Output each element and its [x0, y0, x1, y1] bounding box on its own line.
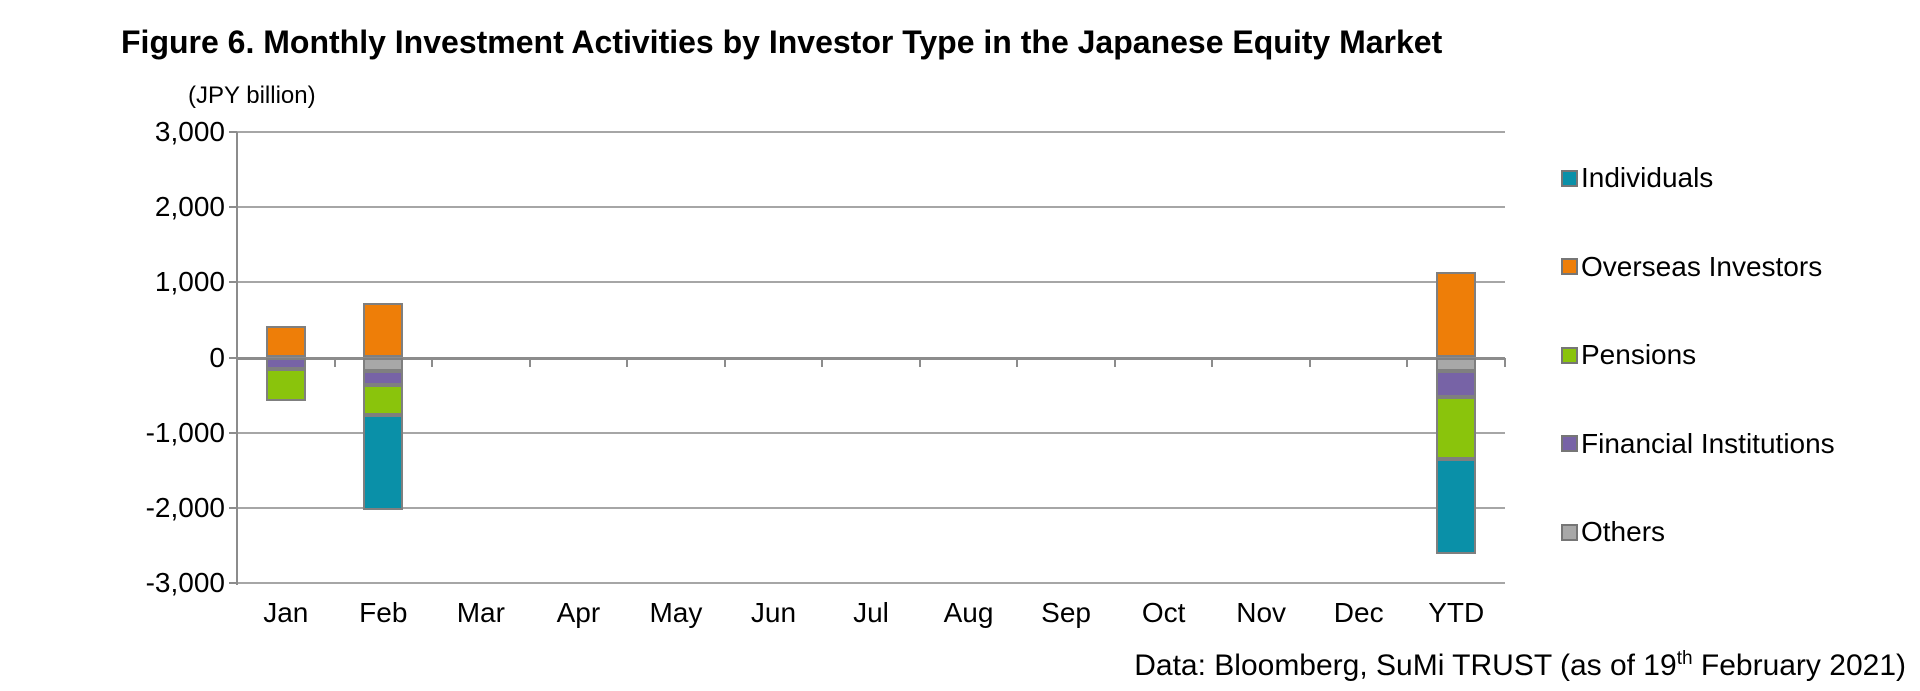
x-axis-label: Nov	[1236, 597, 1287, 628]
x-axis-tick	[1113, 357, 1116, 367]
legend-item-pensions: Pensions	[1561, 339, 1835, 371]
x-axis-tick	[1016, 357, 1019, 367]
y-axis-tick	[229, 431, 237, 434]
gridline	[237, 206, 1505, 209]
bar-segment-overseas-investors	[265, 325, 306, 358]
bar-segment-financial-institutions	[1436, 371, 1477, 397]
y-axis-label: 2,000	[154, 191, 225, 223]
x-axis-label: Jul	[853, 597, 889, 628]
bar-segment-individuals	[363, 415, 404, 511]
y-axis-label: 3,000	[154, 116, 225, 147]
gridline	[237, 582, 1505, 584]
y-axis-tick	[229, 206, 237, 209]
x-axis-tick	[1406, 357, 1409, 367]
x-axis-tick	[333, 357, 336, 367]
y-axis-label: -2,000	[145, 491, 225, 523]
legend-item-individuals: Individuals	[1561, 162, 1835, 194]
gridline	[237, 281, 1505, 284]
x-axis-label: Feb	[359, 597, 408, 628]
bar-segment-pensions	[363, 385, 404, 416]
legend-label: Individuals	[1581, 162, 1714, 193]
gridline	[237, 431, 1505, 434]
source-note: Data: Bloomberg, SuMi TRUST (as of 19th …	[1134, 648, 1906, 683]
y-axis-label: -3,000	[145, 567, 225, 598]
legend-item-overseas-investors: Overseas Investors	[1561, 251, 1835, 283]
bar-segment-pensions	[1436, 396, 1477, 459]
y-axis-unit-label: (JPY billion)	[188, 82, 316, 109]
x-axis-tick	[1211, 357, 1214, 367]
x-axis-label: Jun	[750, 597, 797, 628]
y-axis-tick	[229, 582, 237, 584]
legend-item-others: Others	[1561, 516, 1835, 548]
x-axis-tick	[918, 357, 921, 367]
legend-label: Others	[1581, 516, 1666, 547]
bar-segment-financial-institutions	[363, 371, 404, 386]
x-axis-tick	[821, 357, 824, 367]
zero-gridline	[237, 356, 1505, 360]
gridline	[237, 506, 1505, 509]
x-axis-label: Mar	[456, 597, 505, 628]
legend-swatch-icon	[1561, 435, 1578, 452]
gridline	[237, 131, 1505, 133]
y-axis-tick	[229, 356, 237, 359]
x-axis-label: Sep	[1041, 597, 1091, 628]
bar-segment-financial-institutions	[265, 357, 306, 369]
bar-segment-others	[363, 357, 404, 372]
y-axis-tick	[229, 506, 237, 509]
legend-swatch-icon	[1561, 346, 1578, 364]
x-axis-tick	[723, 357, 726, 367]
legend: Individuals Overseas Investors Pensions Fin…	[1561, 162, 1835, 548]
x-axis-label: Aug	[943, 597, 994, 628]
legend-swatch-icon	[1561, 523, 1578, 541]
bar-segment-pensions	[265, 368, 306, 402]
x-axis-label: Jan	[263, 597, 309, 628]
y-axis-tick	[229, 131, 237, 133]
source-note-text: Data: Bloomberg, SuMi TRUST (as of 19	[1134, 649, 1677, 682]
source-note-suffix: February 2021)	[1692, 649, 1906, 682]
y-axis-tick	[229, 281, 237, 284]
y-axis-label: -1,000	[145, 416, 225, 448]
bar-segment-overseas-investors	[363, 303, 404, 358]
bar-segment-others	[1436, 357, 1477, 372]
legend-swatch-icon	[1561, 258, 1578, 275]
x-axis-label: Apr	[556, 597, 601, 628]
x-axis-tick	[1308, 357, 1311, 367]
x-axis-label: Dec	[1333, 597, 1384, 628]
legend-swatch-icon	[1561, 169, 1578, 187]
x-axis-label: YTD	[1428, 597, 1485, 628]
legend-label: Overseas Investors	[1581, 250, 1823, 282]
x-axis-tick	[528, 357, 531, 367]
x-axis-label: May	[649, 597, 703, 628]
x-axis-tick	[626, 357, 629, 367]
chart-title: Figure 6. Monthly Investment Activities …	[121, 24, 1443, 60]
x-axis-tick	[431, 357, 434, 367]
y-axis-label: 0	[209, 341, 225, 373]
legend-label: Pensions	[1581, 339, 1697, 370]
x-axis-label: Oct	[1141, 597, 1186, 628]
y-axis-label: 1,000	[154, 266, 225, 298]
bar-segment-individuals	[1436, 458, 1477, 554]
x-axis-tick	[236, 357, 238, 367]
legend-label: Financial Institutions	[1581, 427, 1835, 459]
bar-segment-overseas-investors	[1436, 271, 1477, 358]
legend-item-financial-institutions: Financial Institutions	[1561, 428, 1835, 460]
source-note-superscript: th	[1676, 648, 1693, 669]
x-axis-tick	[1504, 357, 1506, 367]
